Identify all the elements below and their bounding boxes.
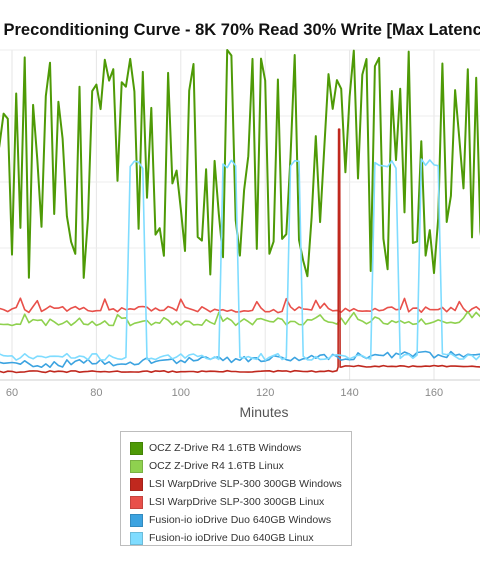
series-line-3 xyxy=(0,128,480,374)
legend-label: OCZ Z-Drive R4 1.6TB Linux xyxy=(149,460,284,472)
chart-title: Preconditioning Curve - 8K 70% Read 30% … xyxy=(3,21,480,39)
legend-label: OCZ Z-Drive R4 1.6TB Windows xyxy=(149,442,302,454)
legend-item[interactable]: OCZ Z-Drive R4 1.6TB Windows xyxy=(130,440,301,456)
x-axis-ticks: 6080100120140160180200220240260280 xyxy=(6,387,443,399)
series-line-6 xyxy=(0,158,480,361)
legend-swatch xyxy=(130,441,143,455)
legend-swatch xyxy=(130,495,143,509)
x-tick-label: 100 xyxy=(172,387,190,399)
legend-label: LSI WarpDrive SLP-300 300GB Linux xyxy=(149,496,325,508)
x-tick-label: 60 xyxy=(6,387,18,399)
legend-item[interactable]: LSI WarpDrive SLP-300 300GB Windows xyxy=(130,476,342,492)
x-tick-label: 140 xyxy=(340,387,358,399)
x-axis-title: Minutes xyxy=(239,404,289,420)
legend-item[interactable]: Fusion-io ioDrive Duo 640GB Windows xyxy=(130,512,331,528)
legend-item[interactable]: LSI WarpDrive SLP-300 300GB Linux xyxy=(130,494,324,510)
legend-label: Fusion-io ioDrive Duo 640GB Windows xyxy=(149,514,332,526)
legend-label: LSI WarpDrive SLP-300 300GB Windows xyxy=(149,478,342,490)
line-chart: 6080100120140160180200220240260280 xyxy=(0,49,480,399)
series-lines xyxy=(0,49,480,374)
legend-swatch xyxy=(130,531,143,545)
x-tick-label: 160 xyxy=(425,387,443,399)
series-line-4 xyxy=(0,297,480,314)
legend-swatch xyxy=(130,459,143,473)
series-line-2 xyxy=(0,310,480,327)
legend-item[interactable]: OCZ Z-Drive R4 1.6TB Linux xyxy=(130,458,284,474)
legend-item[interactable]: Fusion-io ioDrive Duo 640GB Linux xyxy=(130,530,314,546)
x-tick-label: 120 xyxy=(256,387,274,399)
legend-label: Fusion-io ioDrive Duo 640GB Linux xyxy=(149,532,314,544)
legend: OCZ Z-Drive R4 1.6TB Windows OCZ Z-Drive … xyxy=(120,431,352,546)
legend-swatch xyxy=(130,513,143,527)
legend-swatch xyxy=(130,477,143,491)
x-tick-label: 80 xyxy=(90,387,102,399)
series-line-1 xyxy=(0,49,480,279)
